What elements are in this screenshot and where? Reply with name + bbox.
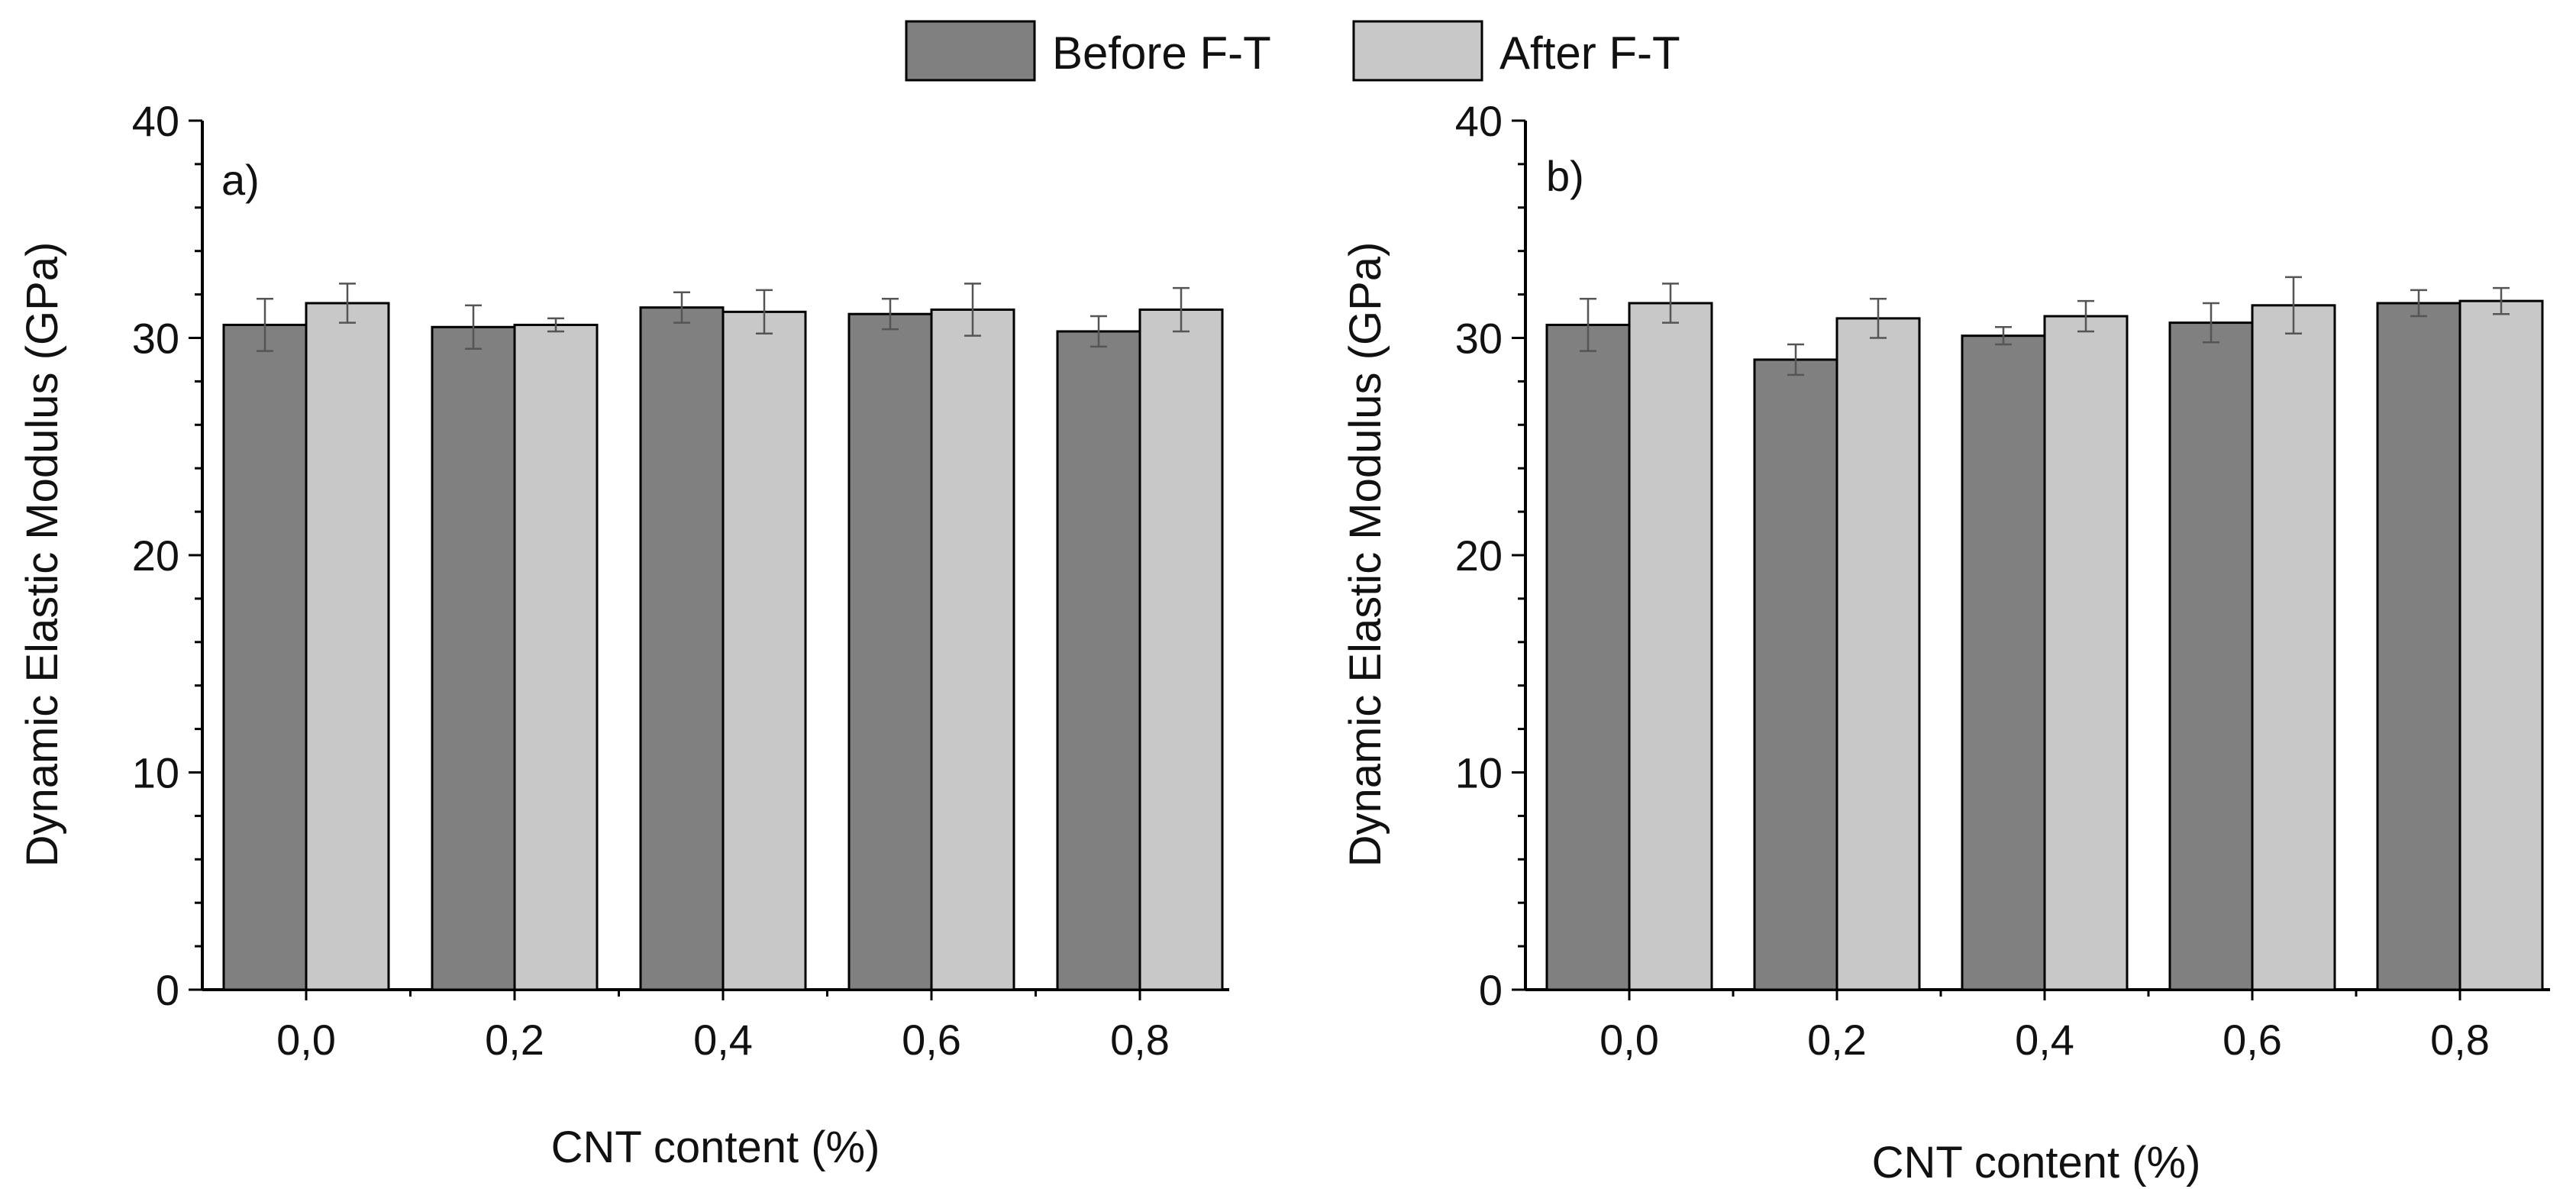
- x-tick-label-b: 0,8: [2430, 1016, 2490, 1064]
- y-tick-label-b: 0: [1479, 966, 1503, 1014]
- bar-a-before-1: [431, 325, 516, 991]
- x-tick-label-b: 0,0: [1600, 1016, 1659, 1064]
- error-bar-b-after-0: [1662, 283, 1679, 324]
- panel-label-a: a): [221, 156, 260, 204]
- y-tick-label-b: 40: [1455, 97, 1503, 145]
- legend-label-before: Before F-T: [1052, 27, 1271, 79]
- x-tick-label-a: 0,4: [693, 1016, 753, 1064]
- bar-a-before-2: [639, 306, 725, 991]
- error-bar-b-before-0: [1580, 298, 1596, 352]
- error-bar-a-after-2: [756, 289, 773, 335]
- x-tick-label-b: 0,4: [2015, 1016, 2074, 1064]
- bar-b-after-0: [1628, 302, 1713, 991]
- x-tick-label-a: 0,2: [485, 1016, 544, 1064]
- legend-swatch-before: [905, 20, 1036, 82]
- bar-b-before-3: [2168, 321, 2254, 991]
- bar-a-before-4: [1056, 330, 1141, 991]
- bar-b-after-4: [2458, 299, 2544, 991]
- y-tick-label-b: 30: [1455, 315, 1503, 363]
- y-tick-label-a: 0: [156, 966, 179, 1014]
- error-bar-a-before-2: [673, 291, 690, 324]
- error-bar-a-before-1: [465, 304, 482, 350]
- bar-b-after-1: [1835, 317, 1921, 991]
- error-bar-a-after-4: [1173, 286, 1190, 333]
- x-tick-label-a: 0,0: [276, 1016, 336, 1064]
- bar-a-before-0: [222, 323, 308, 991]
- error-bar-b-after-3: [2285, 276, 2302, 335]
- error-bar-a-before-3: [882, 298, 899, 331]
- y-axis-title-b: Dynamic Elastic Modulus (GPa): [1341, 242, 1390, 868]
- y-tick-label-a: 40: [132, 97, 179, 145]
- bar-b-after-3: [2251, 304, 2336, 991]
- bar-b-before-0: [1545, 323, 1631, 991]
- bar-a-after-0: [305, 302, 390, 991]
- error-bar-b-before-3: [2203, 302, 2219, 344]
- error-bar-a-before-0: [257, 298, 273, 352]
- error-bar-b-after-2: [2077, 299, 2094, 333]
- bar-a-after-3: [930, 309, 1015, 991]
- y-tick-label-b: 10: [1455, 749, 1503, 797]
- error-bar-a-after-0: [339, 283, 356, 324]
- legend-label-after: After F-T: [1499, 27, 1680, 79]
- x-tick-label-b: 0,2: [1807, 1016, 1867, 1064]
- panel-label-b: b): [1546, 152, 1584, 200]
- bar-a-before-3: [847, 312, 933, 991]
- x-axis-title-a: CNT content (%): [551, 1123, 880, 1172]
- bar-b-before-4: [2376, 302, 2461, 991]
- error-bar-b-after-1: [1870, 298, 1887, 339]
- bar-b-after-2: [2043, 315, 2129, 991]
- y-axis-title-a: Dynamic Elastic Modulus (GPa): [18, 242, 67, 868]
- legend-swatch-after: [1352, 20, 1483, 82]
- chart-panel-b: b) CNT content (%) Dynamic Elastic Modul…: [1341, 97, 2550, 1187]
- error-bar-b-before-1: [1787, 343, 1804, 376]
- error-bar-a-after-1: [547, 317, 564, 333]
- bar-a-after-4: [1138, 309, 1224, 991]
- error-bar-a-after-3: [964, 283, 981, 337]
- y-tick-label-b: 20: [1455, 531, 1503, 580]
- chart-panel-a: a) CNT content (%) Dynamic Elastic Modul…: [18, 97, 1229, 1172]
- x-tick-label-a: 0,8: [1110, 1016, 1170, 1064]
- y-tick-label-a: 30: [132, 315, 179, 363]
- bar-b-before-2: [1961, 334, 2046, 991]
- x-axis-title-b: CNT content (%): [1872, 1138, 2201, 1187]
- legend: Before F-T After F-T: [905, 20, 1680, 82]
- x-tick-label-b: 0,6: [2223, 1016, 2282, 1064]
- bar-a-after-2: [721, 310, 807, 991]
- error-bar-b-after-4: [2493, 286, 2510, 315]
- y-tick-label-a: 20: [132, 531, 179, 580]
- error-bar-b-before-2: [1995, 326, 2012, 346]
- y-tick-label-a: 10: [132, 749, 179, 797]
- bar-b-before-1: [1753, 358, 1838, 991]
- x-tick-label-a: 0,6: [902, 1016, 961, 1064]
- bar-a-after-1: [513, 323, 599, 991]
- error-bar-b-before-4: [2410, 289, 2427, 318]
- error-bar-a-before-4: [1090, 315, 1107, 348]
